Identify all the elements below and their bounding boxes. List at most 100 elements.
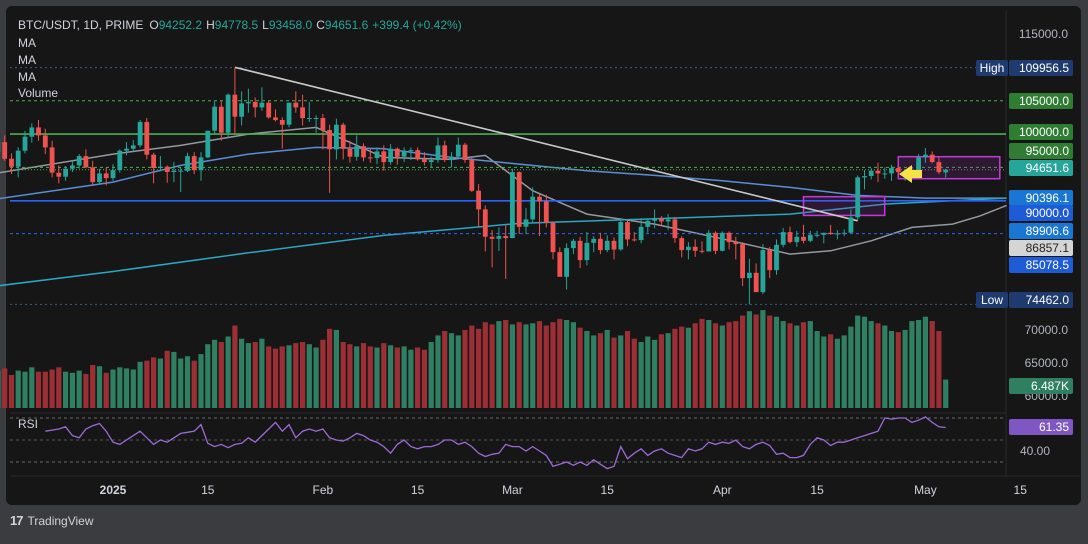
volume-bar	[50, 370, 55, 409]
candle	[117, 149, 122, 172]
candle	[713, 231, 718, 254]
svg-text:Low: Low	[981, 293, 1003, 307]
volume-bar	[2, 368, 7, 408]
candle	[618, 218, 623, 251]
price-badge-level-res: 100000.0	[1009, 124, 1073, 140]
volume-bar	[720, 326, 725, 409]
volume-bar	[205, 344, 210, 408]
volume-bar	[530, 323, 535, 408]
volume-bar	[686, 328, 691, 408]
tradingview-logo: 17	[10, 513, 22, 528]
candle	[205, 131, 210, 158]
time-tick-label: May	[914, 483, 937, 497]
volume-bar	[361, 343, 366, 408]
volume-bar	[828, 334, 833, 408]
volume-bar	[605, 330, 610, 408]
volume-bar	[449, 333, 454, 408]
volume-bar	[632, 339, 637, 408]
svg-text:86857.1: 86857.1	[1026, 241, 1070, 255]
tradingview-footer: 17 TradingView	[10, 513, 94, 528]
svg-text:74462.0: 74462.0	[1026, 293, 1070, 307]
volume-bar	[848, 327, 853, 408]
volume-bar	[923, 317, 928, 408]
price-badge-ma-mid: 89906.6	[1009, 223, 1073, 239]
candle	[469, 157, 474, 192]
svg-text:89906.6: 89906.6	[1026, 224, 1070, 238]
volume-bar	[476, 329, 481, 408]
volume-bar	[124, 368, 129, 408]
volume-bar	[422, 350, 427, 408]
volume-bar	[862, 317, 867, 408]
volume-bar	[138, 362, 143, 408]
volume-bar	[815, 331, 820, 408]
volume-bar	[618, 335, 623, 408]
candle	[463, 143, 468, 163]
price-badge-level-blue: 85078.5	[1009, 257, 1073, 273]
volume-bar	[882, 326, 887, 409]
volume-bar	[774, 317, 779, 408]
time-tick-label: Apr	[713, 483, 732, 497]
volume-bar	[584, 331, 589, 408]
volume-bar	[713, 323, 718, 408]
candle	[226, 93, 231, 138]
time-tick-label: Mar	[502, 483, 523, 497]
candle	[287, 103, 292, 128]
volume-bar	[97, 366, 102, 408]
rsi-label: RSI	[18, 417, 38, 431]
svg-text:90396.1: 90396.1	[1026, 191, 1070, 205]
volume-bar	[889, 331, 894, 408]
tradingview-brand: TradingView	[27, 514, 93, 528]
volume-bar	[490, 324, 495, 408]
volume-bar	[821, 337, 826, 409]
volume-bar	[916, 320, 921, 408]
volume-bar	[557, 319, 562, 408]
volume-bar	[341, 342, 346, 408]
volume-bar	[435, 335, 440, 408]
volume-bar	[544, 326, 549, 409]
volume-bar	[293, 343, 298, 408]
volume-bar	[523, 324, 528, 408]
volume-bar	[855, 316, 860, 408]
volume-bar	[510, 324, 515, 408]
volume-bar	[869, 321, 874, 408]
volume-bar	[70, 373, 75, 408]
volume-bar	[639, 342, 644, 408]
volume-bar	[63, 372, 68, 408]
volume-bar	[747, 311, 752, 408]
volume-bar	[564, 320, 569, 408]
volume-bar	[645, 337, 650, 409]
volume-bar	[226, 337, 231, 409]
volume-bar	[503, 320, 508, 408]
price-badge-level: 105000.0	[1009, 93, 1073, 109]
volume-bar	[903, 330, 908, 408]
volume-bar	[733, 321, 738, 408]
volume-bar	[158, 359, 163, 409]
candle	[138, 120, 143, 147]
volume-bar	[381, 343, 386, 408]
volume-bar	[754, 315, 759, 409]
volume-bar	[672, 329, 677, 408]
volume-bar	[402, 346, 407, 408]
volume-bar	[462, 330, 467, 408]
volume-bar	[56, 367, 61, 408]
volume-bar	[327, 329, 332, 408]
indicator-ma-3: MA	[18, 70, 36, 84]
volume-bar	[314, 348, 319, 409]
consolidation-box[interactable]	[804, 197, 885, 216]
volume-bar	[787, 323, 792, 408]
indicator-ma-2: MA	[18, 53, 36, 67]
svg-text:109956.5: 109956.5	[1019, 61, 1069, 75]
volume-bar	[246, 343, 251, 408]
volume-bar	[652, 340, 657, 408]
volume-bar	[611, 338, 616, 408]
price-badge-ma-slow: 90396.1	[1009, 190, 1073, 206]
volume-bar	[0, 371, 1, 408]
volume-bar	[550, 322, 555, 408]
volume-bar	[43, 372, 48, 408]
price-badge-level-blue: 90000.0	[1009, 205, 1073, 221]
volume-bar	[666, 333, 671, 408]
time-tick-label: 2025	[100, 483, 127, 497]
